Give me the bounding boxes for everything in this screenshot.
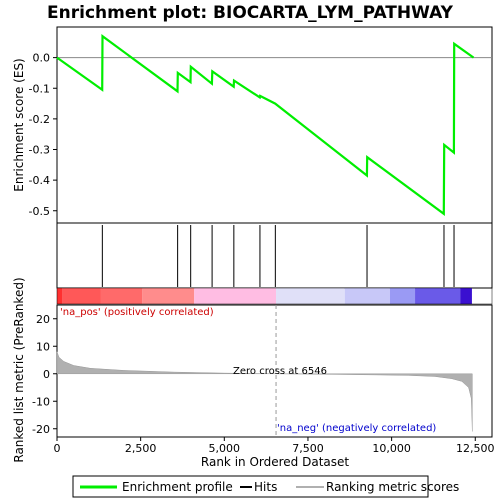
hits-frame [56,222,493,289]
legend: Enrichment profile Hits Ranking metric s… [72,475,459,498]
heatmap-frame [56,287,493,305]
x-axis: 0 2,500 5,000 7,500 10,000 12,500 [54,437,495,455]
x-tick-label: 0 [54,442,61,455]
pos-correlated-label: 'na_pos' (positively correlated) [60,307,214,318]
es-ytick-label: -0.3 [29,144,50,157]
heatmap-segment [344,288,390,304]
x-tick-label: 10,000 [372,442,411,455]
x-tick-label: 2,500 [125,442,157,455]
heatmap-segment [415,288,461,304]
enrichment-profile-line [56,34,475,216]
heatmap-segment [389,288,416,304]
x-axis-label: Rank in Ordered Dataset [201,455,349,469]
zero-cross-label: Zero cross at 6546 [233,366,327,377]
legend-label-profile: Enrichment profile [122,480,233,494]
neg-correlated-label: 'na_neg' (negatively correlated) [277,423,436,434]
heatmap-segment [460,288,472,304]
metric-ytick-label: 10 [36,340,50,353]
metric-ytick-label: 20 [36,313,50,326]
metric-ytick-label: -10 [32,395,50,408]
hits-panel [56,222,493,289]
heatmap-segment [62,288,101,304]
x-tick-label: 5,000 [209,442,241,455]
heatmap-segment [276,288,345,304]
es-ytick-label: -0.4 [29,174,50,187]
heatmap-segment [142,288,195,304]
heatmap-segment [100,288,143,304]
es-ytick-label: -0.5 [29,205,50,218]
heatmap-segment [57,288,63,304]
x-tick-label: 7,500 [292,442,324,455]
es-ytick-label: -0.2 [29,113,50,126]
heatmap-segment [194,288,277,304]
enrichment-score-panel: 0.0 -0.1 -0.2 -0.3 -0.4 -0.5 [29,26,493,224]
metric-axis-label: Ranked list metric (PreRanked) [12,277,26,462]
es-ytick-label: 0.0 [33,52,51,65]
es-axis-label: Enrichment score (ES) [12,58,26,191]
legend-label-metric: Ranking metric scores [326,480,459,494]
ranking-heatmap-bar [56,287,493,305]
chart-title: Enrichment plot: BIOCARTA_LYM_PATHWAY [47,3,454,23]
es-plot-frame [56,26,493,224]
legend-label-hits: Hits [254,480,277,494]
es-ytick-label: -0.1 [29,82,50,95]
metric-ytick-label: -20 [32,423,50,436]
metric-ytick-label: 0 [43,368,50,381]
ranking-metric-area [56,351,473,432]
x-tick-label: 12,500 [456,442,495,455]
ranked-metric-panel: 20 10 0 -10 -20 'na_pos' (positively correla… [32,304,493,438]
